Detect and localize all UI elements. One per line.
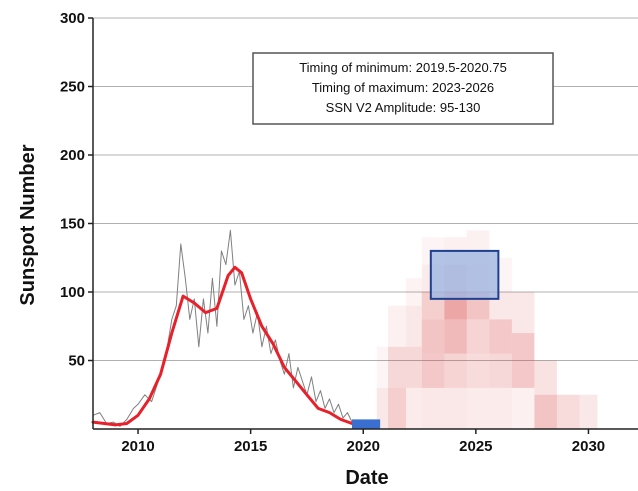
forecast-cell <box>556 394 580 429</box>
minimum-window-bar <box>351 419 381 429</box>
monthly-sunspot-line <box>92 229 360 427</box>
annotation-box: Timing of minimum: 2019.5-2020.75 Timing… <box>252 52 554 125</box>
annotation-line-amplitude: SSN V2 Amplitude: 95-130 <box>326 100 481 115</box>
forecast-cell <box>406 278 422 306</box>
x-tick-label: 2025 <box>459 438 492 455</box>
forecast-cell <box>466 353 490 388</box>
annotation-line-maximum: Timing of maximum: 2023-2026 <box>312 80 494 95</box>
forecast-cell <box>534 394 557 429</box>
forecast-cell <box>489 353 512 388</box>
forecast-cell <box>388 387 407 429</box>
forecast-cell <box>466 319 490 354</box>
forecast-cell <box>421 319 445 354</box>
y-axis-title: Sunspot Number <box>17 144 39 305</box>
forecast-cell <box>511 387 535 429</box>
y-tick-label: 100 <box>60 284 85 301</box>
forecast-cell <box>511 333 535 388</box>
y-tick-label: 200 <box>60 147 85 164</box>
forecast-cell <box>444 387 467 429</box>
forecast-cell <box>444 353 467 388</box>
y-tick-label: 150 <box>60 216 85 233</box>
annotation-frame <box>252 52 554 125</box>
forecast-cell <box>388 346 407 388</box>
forecast-cell <box>511 292 535 334</box>
forecast-cell <box>406 305 422 347</box>
x-axis-title: Date <box>345 467 388 489</box>
series-layer <box>91 229 363 427</box>
grid-lines <box>93 17 638 361</box>
x-tick-label: 2010 <box>121 438 154 455</box>
forecast-cell <box>376 346 389 388</box>
forecast-overlays <box>351 249 500 429</box>
smoothed-sunspot-line <box>91 265 363 427</box>
forecast-cell <box>466 387 490 429</box>
y-tick-label: 250 <box>60 79 85 96</box>
forecast-cell <box>406 387 422 429</box>
forecast-cell <box>489 387 512 429</box>
forecast-cell <box>406 346 422 388</box>
forecast-cell <box>489 319 512 354</box>
forecast-cell <box>444 319 467 354</box>
maximum-range-box <box>429 249 500 300</box>
y-tick-label: 50 <box>68 353 85 370</box>
y-tick-label: 300 <box>60 10 85 27</box>
x-tick-label: 2015 <box>234 438 267 455</box>
x-tick-label: 2020 <box>347 438 380 455</box>
forecast-cell <box>421 387 445 429</box>
x-tick-label: 2030 <box>572 438 605 455</box>
annotation-line-minimum: Timing of minimum: 2019.5-2020.75 <box>299 60 507 75</box>
forecast-cell <box>376 387 389 429</box>
forecast-cell <box>579 394 598 429</box>
forecast-cell <box>534 360 557 395</box>
forecast-cell <box>388 305 407 347</box>
forecast-cell <box>421 353 445 388</box>
tick-labels: 50 100 150 200 250 300 2010 2015 2020 2025 2030 <box>60 10 605 455</box>
